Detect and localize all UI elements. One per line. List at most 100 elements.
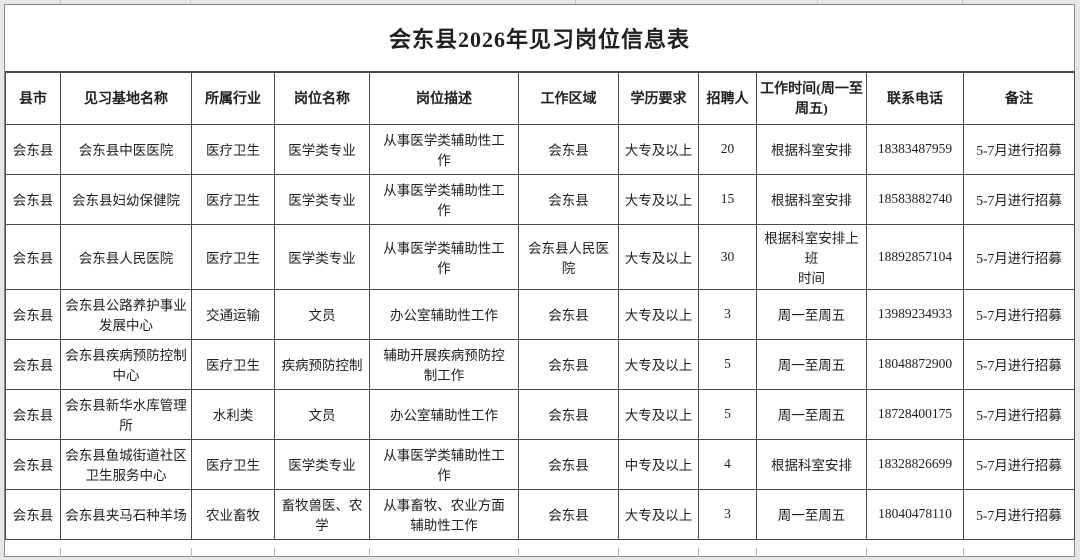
grid-line-stub [60,0,61,4]
grid-line-stub [698,548,699,557]
cell-remark: 5-7月进行招募 [963,338,1075,390]
grid-line-stub [575,0,576,4]
cell-work-area: 会东县人民医院 [518,223,619,290]
cell-base-name: 会东县公路养护事业 发展中心 [60,288,192,340]
cell-remark: 5-7月进行招募 [963,223,1075,290]
col-header-education: 学历要求 [618,71,699,125]
jobs-table: 县市 见习基地名称 所属行业 岗位名称 岗位描述 工作区域 学历要求 招聘人 工作时间(周一至 … [5,71,1075,540]
cell-remark: 5-7月进行招募 [963,388,1075,440]
table-row: 会东县 会东县中医医院 医疗卫生 医学类专业 从事医学类辅助性工 作会东县 大专及以上 20… [5,123,1075,175]
header-row: 县市 见习基地名称 所属行业 岗位名称 岗位描述 工作区域 学历要求 招聘人 工作时间(周一至 … [5,71,1075,125]
cell-education: 大专及以上 [618,223,699,290]
grid-line-stub [866,548,867,557]
col-header-base-name: 见习基地名称 [60,71,192,125]
cell-county: 会东县 [5,223,61,290]
cell-base-name: 会东县夹马石种羊场 [60,488,192,540]
col-header-position-name: 岗位名称 [274,71,370,125]
col-header-county: 县市 [5,71,61,125]
grid-line-stub [518,548,519,557]
col-header-work-area: 工作区域 [518,71,619,125]
table-row: 会东县 会东县妇幼保健院 医疗卫生 医学类专业 从事医学类辅助性工 作会东县 大专及以上 1… [5,173,1075,225]
cell-phone: 18383487959 [866,123,964,175]
cell-headcount: 5 [698,338,757,390]
cell-work-time: 根据科室安排 [756,123,867,175]
table-row: 会东县 会东县疾病预防控制 中心 医疗卫生 疾病预防控制 辅助开展疾病预防控 制工作 会东… [5,338,1075,390]
cell-position-name: 疾病预防控制 [274,338,370,390]
cell-position-name: 文员 [274,388,370,440]
cell-headcount: 20 [698,123,757,175]
grid-line-stub [962,0,963,4]
cell-position-desc: 从事医学类辅助性工 作 [369,173,519,225]
cell-county: 会东县 [5,438,61,490]
col-header-phone: 联系电话 [866,71,964,125]
cell-work-time: 周一至周五 [756,388,867,440]
cell-county: 会东县 [5,338,61,390]
cell-headcount: 4 [698,438,757,490]
page-title: 会东县2026年见习岗位信息表 [388,27,690,52]
cell-education: 大专及以上 [618,173,699,225]
grid-line-stub [369,548,370,557]
cell-phone: 18048872900 [866,338,964,390]
cell-remark: 5-7月进行招募 [963,488,1075,540]
col-header-industry: 所属行业 [191,71,275,125]
cell-education: 大专及以上 [618,288,699,340]
cell-headcount: 15 [698,173,757,225]
cell-remark: 5-7月进行招募 [963,438,1075,490]
cell-industry: 水利类 [191,388,275,440]
cell-work-time: 根据科室安排 [756,438,867,490]
cell-industry: 农业畜牧 [191,488,275,540]
cell-phone: 18583882740 [866,173,964,225]
cell-industry: 医疗卫生 [191,173,275,225]
cell-education: 大专及以上 [618,388,699,440]
cell-phone: 18040478110 [866,488,964,540]
cell-remark: 5-7月进行招募 [963,173,1075,225]
cell-education: 大专及以上 [618,123,699,175]
cell-industry: 交通运输 [191,288,275,340]
cell-industry: 医疗卫生 [191,223,275,290]
cell-position-desc: 从事畜牧、农业方面 辅助性工作 [369,488,519,540]
cell-work-time: 根据科室安排上班 时间 [756,223,867,290]
cell-work-time: 周一至周五 [756,288,867,340]
cell-industry: 医疗卫生 [191,438,275,490]
cell-position-name: 医学类专业 [274,173,370,225]
cell-phone: 13989234933 [866,288,964,340]
cell-work-area: 会东县 [518,488,619,540]
cell-base-name: 会东县新华水库管理 所 [60,388,192,440]
col-header-work-time: 工作时间(周一至 周五) [756,71,867,125]
cell-work-area: 会东县 [518,438,619,490]
cell-work-area: 会东县 [518,173,619,225]
cell-remark: 5-7月进行招募 [963,123,1075,175]
grid-line-stub [191,548,192,557]
table-row: 会东县 会东县人民医院 医疗卫生 医学类专业 从事医学类辅助性工 作会东县人民医院 大专及… [5,223,1075,290]
grid-line-stub [274,548,275,557]
cell-industry: 医疗卫生 [191,123,275,175]
cell-county: 会东县 [5,488,61,540]
cell-work-area: 会东县 [518,288,619,340]
cell-work-time: 周一至周五 [756,338,867,390]
cell-headcount: 3 [698,288,757,340]
cell-position-desc: 从事医学类辅助性工 作 [369,438,519,490]
table-row: 会东县 会东县夹马石种羊场 农业畜牧 畜牧兽医、农学 从事畜牧、农业方面 辅助性工作 会东… [5,488,1075,540]
cell-work-time: 周一至周五 [756,488,867,540]
cell-county: 会东县 [5,388,61,440]
grid-line-stub [963,548,964,557]
cell-base-name: 会东县人民医院 [60,223,192,290]
cell-work-time: 根据科室安排 [756,173,867,225]
cell-position-name: 文员 [274,288,370,340]
cell-work-area: 会东县 [518,123,619,175]
grid-line-stub [190,0,191,4]
grid-line-stub [60,548,61,557]
cell-phone: 18728400175 [866,388,964,440]
col-header-position-desc: 岗位描述 [369,71,519,125]
cell-position-desc: 办公室辅助性工作 [369,388,519,440]
cell-education: 中专及以上 [618,438,699,490]
cell-education: 大专及以上 [618,488,699,540]
cell-county: 会东县 [5,123,61,175]
cell-base-name: 会东县中医医院 [60,123,192,175]
cell-position-desc: 办公室辅助性工作 [369,288,519,340]
table-row: 会东县 会东县鱼城街道社区 卫生服务中心 医疗卫生 医学类专业 从事医学类辅助性工 作会… [5,438,1075,490]
cell-position-name: 医学类专业 [274,223,370,290]
cell-base-name: 会东县疾病预防控制 中心 [60,338,192,390]
col-header-headcount: 招聘人 [698,71,757,125]
table-row: 会东县 会东县公路养护事业 发展中心 交通运输 文员 办公室辅助性工作 会东县 大专及以上 3… [5,288,1075,340]
